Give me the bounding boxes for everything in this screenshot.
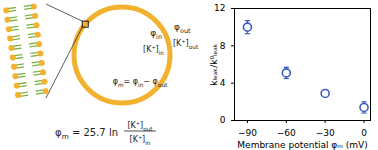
svg-text:0: 0 (220, 115, 226, 125)
svg-text:[K⁺]out: [K⁺]out (127, 121, 153, 132)
svg-text:4: 4 (220, 78, 226, 88)
svg-text:Membrane potential φₘ (mV): Membrane potential φₘ (mV) (237, 140, 367, 150)
svg-text:φout: φout (174, 22, 191, 35)
svg-text:0: 0 (361, 128, 367, 138)
svg-text:8: 8 (220, 41, 226, 51)
svg-text:−30: −30 (316, 128, 335, 138)
svg-text:[K⁺]in: [K⁺]in (143, 45, 164, 56)
svg-text:−90: −90 (238, 128, 257, 138)
svg-text:−60: −60 (277, 128, 296, 138)
svg-text:12: 12 (214, 3, 225, 13)
svg-text:[K⁺]out: [K⁺]out (173, 39, 199, 50)
svg-text:φm = 25.7 ln: φm = 25.7 ln (55, 127, 118, 141)
svg-text:[K⁺]in: [K⁺]in (130, 135, 151, 146)
svg-text:φin: φin (150, 28, 162, 41)
svg-text:φm= φin− φout: φm= φin− φout (113, 77, 168, 88)
svg-text:kₗₑₐₖ/k⁰ₗₑₐₖ: kₗₑₐₖ/k⁰ₗₑₐₖ (209, 43, 219, 85)
